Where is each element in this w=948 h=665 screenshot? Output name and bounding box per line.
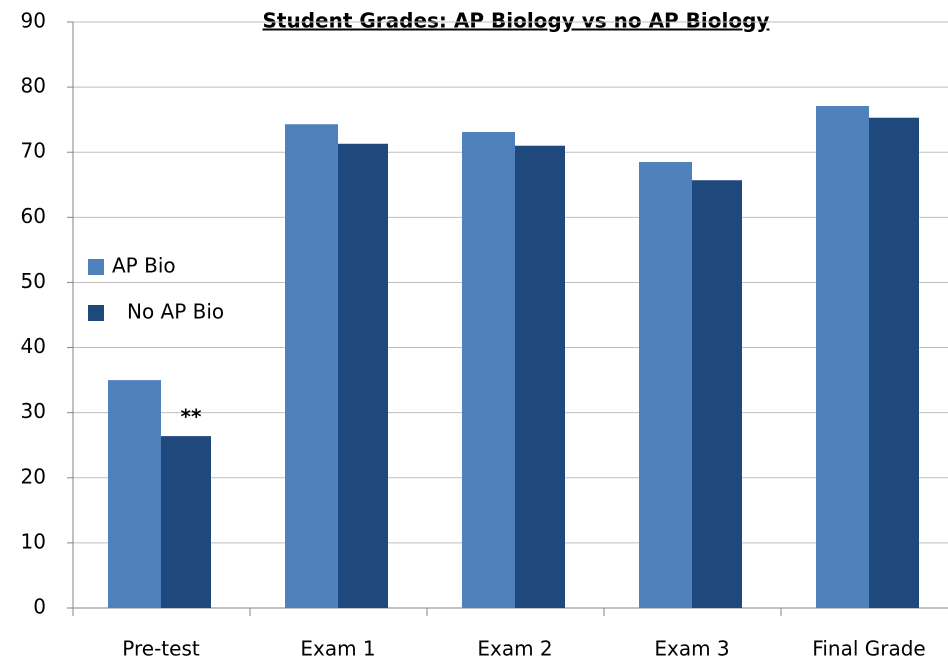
bar (869, 117, 919, 609)
chart-title: Student Grades: AP Biology vs no AP Biol… (263, 9, 770, 33)
y-tick-label: 0 (33, 595, 46, 619)
bar (108, 380, 161, 608)
y-tick-label: 20 (21, 464, 46, 488)
y-tick-label: 30 (21, 399, 46, 423)
y-tick-label: 40 (21, 334, 46, 358)
x-tick-label: Exam 2 (477, 637, 552, 661)
bar (639, 161, 692, 608)
bar (515, 145, 565, 608)
x-tick-label: Pre-test (122, 637, 200, 661)
legend-swatch (88, 259, 104, 275)
y-tick-label: 60 (21, 204, 46, 228)
x-tick-label: Exam 3 (654, 637, 729, 661)
bar (816, 105, 869, 608)
legend-label: AP Bio (112, 254, 176, 278)
x-tick-label: Exam 1 (300, 637, 375, 661)
legend-swatch (88, 305, 104, 321)
bar (161, 436, 211, 608)
x-tick-label: Final Grade (812, 637, 925, 661)
legend-label: No AP Bio (127, 300, 224, 324)
bar (285, 124, 338, 609)
annotation: ** (181, 405, 202, 429)
y-tick-label: 80 (21, 74, 46, 98)
y-tick-label: 50 (21, 269, 46, 293)
bar (692, 180, 742, 608)
bar (338, 143, 388, 608)
y-tick-label: 90 (21, 9, 46, 33)
y-tick-label: 10 (21, 529, 46, 553)
bar (462, 132, 515, 608)
y-tick-label: 70 (21, 139, 46, 163)
